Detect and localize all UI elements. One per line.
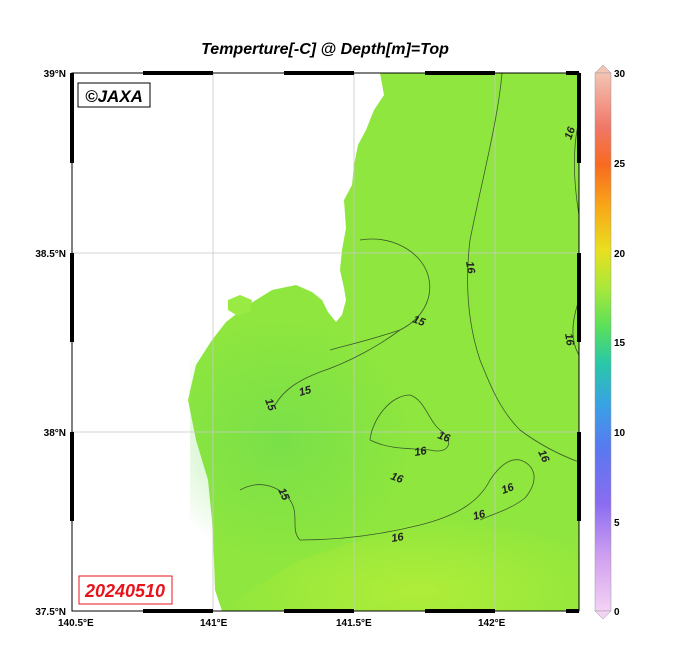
contour-label: 15 [298,384,314,399]
lat-tick-labels: 39°N 38.5°N 38°N 37.5°N [35,69,66,618]
contour-15-south [239,484,301,541]
date-label: 20240510 [84,581,165,601]
colorbar-tick: 15 [614,338,626,349]
colorbar-tick: 0 [614,607,620,618]
contour-label: 16 [472,508,488,523]
contour-label: 16 [535,448,551,465]
colorbar-tick: 25 [614,159,626,170]
contour-15-mid [274,329,401,406]
lon-tick-labels: 140.5°E 141°E 141.5°E 142°E [58,618,506,629]
colorbar-gradient [594,72,612,612]
contour-label: 16 [436,430,452,446]
lat-tick: 38°N [44,428,66,439]
contour-label: 16 [562,332,576,347]
plot-area: 16 16 15 16 15 15 16 16 16 16 16 16 16 1… [72,73,592,611]
lon-tick: 140.5°E [58,618,94,629]
contour-label: 15 [275,486,291,503]
colorbar-tick: 20 [614,249,626,260]
lat-tick: 39°N [44,69,66,80]
colorbar-bottom-arrow [594,610,612,620]
credit-box: ©JAXA [77,82,151,108]
contour-label: 15 [411,314,427,330]
contour-16-loop [369,394,450,452]
map-title: Temperture[-C] @ Depth[m]=Top [201,41,449,58]
lat-tick: 38.5°N [35,249,66,260]
colorbar-tick: 30 [614,69,626,80]
contour-label: 16 [463,260,477,275]
frame-scale-bars [70,71,581,613]
contour-15-north [329,238,430,351]
lon-tick: 141.5°E [336,618,372,629]
lat-tick: 37.5°N [35,607,66,618]
contour-label: 16 [500,481,516,497]
colorbar-top-arrow [594,64,612,74]
sea-cool-patch [190,320,450,560]
lon-tick: 141°E [200,618,228,629]
colorbar-tick: 5 [614,518,620,529]
graticule [72,73,579,611]
contour-label: 16 [390,531,405,545]
island-matsushima [228,295,252,316]
contour-label: 16 [563,125,579,141]
colorbar: 30 25 20 15 10 5 0 [594,64,626,620]
contour-label: 16 [389,471,405,487]
contour-16-southeast [299,459,535,541]
date-box: 20240510 [78,575,173,605]
contour-label-group: 16 16 15 16 15 15 16 16 16 16 16 16 16 1… [262,125,578,545]
credit-label: ©JAXA [85,87,143,106]
colorbar-tick: 10 [614,428,626,439]
lon-tick: 142°E [478,618,506,629]
watermark-ocean-data-view: Ocean Data View [583,541,592,606]
contour-16-east [467,73,579,463]
contour-label: 15 [262,397,278,413]
contour-label: 16 [413,445,428,459]
